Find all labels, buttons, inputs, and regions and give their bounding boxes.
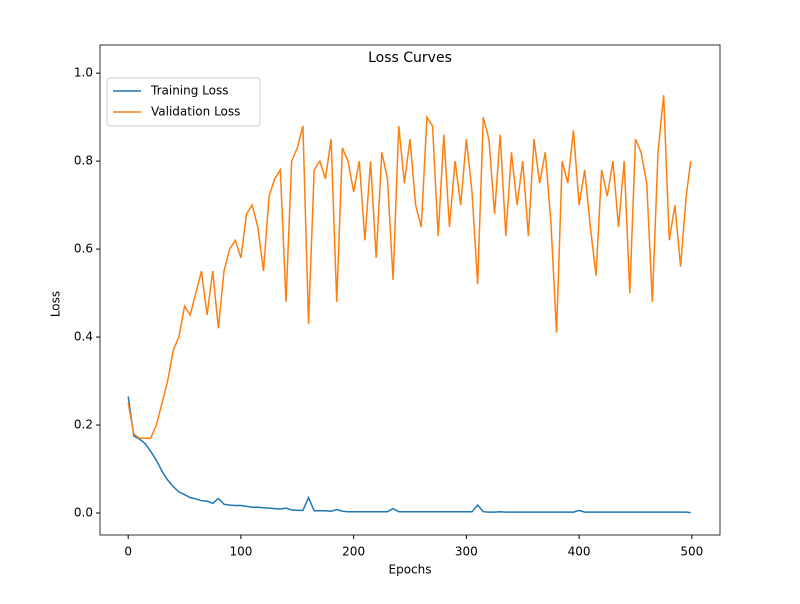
x-tick-label: 400 [568,545,591,559]
y-tick-label: 0.0 [74,506,93,520]
chart-title: Loss Curves [368,50,452,66]
x-tick-label: 100 [229,545,252,559]
legend-label: Training Loss [150,84,228,98]
y-tick-label: 1.0 [74,66,93,80]
x-tick-label: 500 [680,545,703,559]
x-tick-label: 200 [342,545,365,559]
series-line [127,396,691,514]
legend-label: Validation Loss [151,105,240,119]
y-tick-label: 0.6 [74,242,93,256]
y-tick-label: 0.2 [74,418,93,432]
plot-frame [99,44,721,536]
x-tick-label: 0 [124,545,132,559]
y-tick-label: 0.8 [74,154,93,168]
y-axis-label: Loss [49,291,63,317]
y-tick-label: 0.4 [74,330,93,344]
x-axis-label: Epochs [389,563,432,577]
x-tick-label: 300 [455,545,478,559]
legend-box [106,77,261,127]
series-line [127,95,692,439]
